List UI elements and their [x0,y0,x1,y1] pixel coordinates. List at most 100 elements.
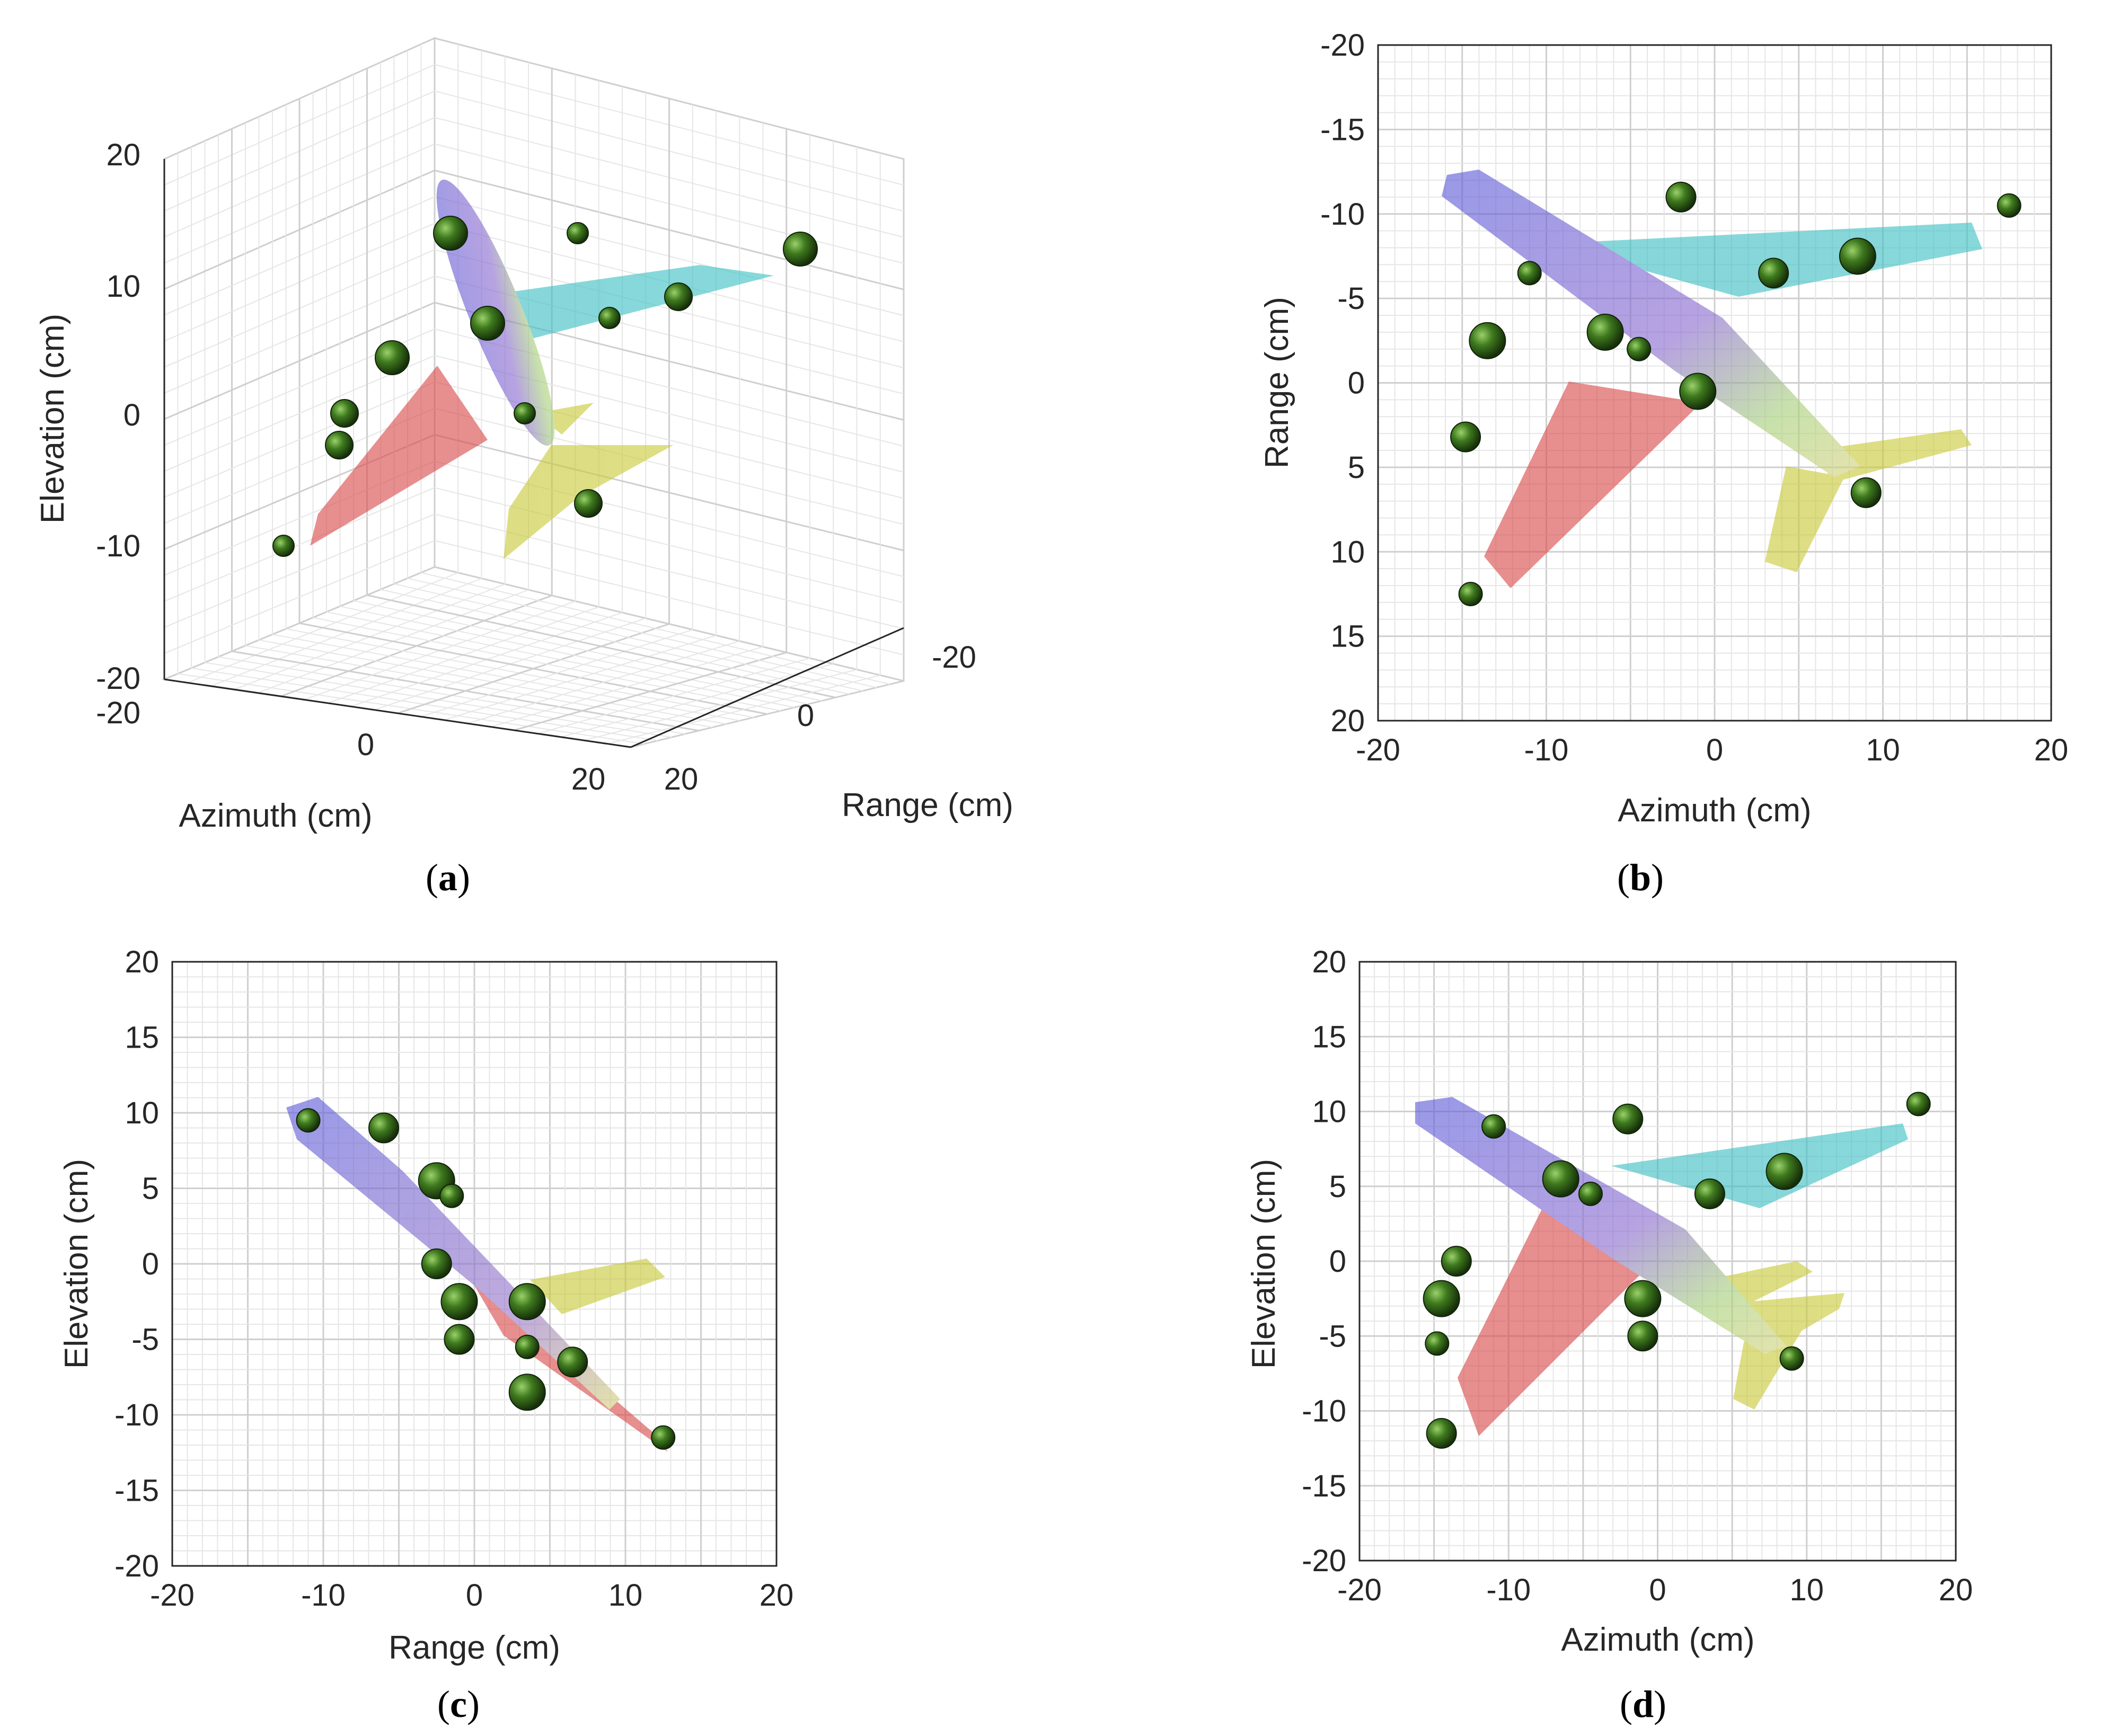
scatterer-point [1469,322,1506,359]
panel-d-ytick: 10 [1312,1095,1346,1129]
panel-a-xtick: 20 [571,762,606,796]
panel-a-ylabel: Range (cm) [842,787,1013,823]
panel-c-ytick: -20 [114,1549,159,1583]
scatterer-point [651,1425,676,1450]
panel-b-ytick: 10 [1330,535,1365,569]
panel-b-left-wing [1484,382,1701,588]
gridline-3d [326,611,795,708]
scatterer-point [1694,1178,1725,1209]
scatterer-point [1517,261,1542,286]
scatterer-point [368,1112,399,1144]
panel-c-ytick: 15 [125,1021,159,1055]
panel-d-xtick: -10 [1486,1573,1531,1607]
scatterer-point [1765,1153,1803,1190]
panel-d-xtick: 20 [1939,1573,1973,1607]
scatterer-point [470,306,505,341]
scatterer-point [1624,1280,1662,1317]
scatterer-point [1441,1246,1472,1277]
panel-c-caption: (c) [437,1683,480,1725]
gridline-3d [313,617,781,712]
panel-a: 20 10 0 -10 -20 -20 0 20 -20 0 20 Elevat… [34,37,1013,899]
panel-b-airplane [1442,170,1982,588]
scatterer-point [1627,336,1652,361]
gridline-3d [607,675,880,745]
scatterer-point [375,340,410,375]
panel-c-scatterers [296,1108,676,1450]
scatterer-point [664,282,693,311]
panel-d-ytick: 5 [1329,1170,1346,1204]
panel-c-ytick: 5 [142,1172,159,1206]
scatterer-point [1423,1280,1460,1317]
panel-a-right-wing [477,265,774,339]
panel-b-frame [1377,44,2052,722]
panel-b-xtick: 0 [1706,733,1723,767]
scatterer-point [1779,1346,1804,1371]
panel-a-ztick: 0 [123,398,140,432]
panel-c-ytick: -15 [114,1474,159,1508]
gridline-3d [421,572,890,685]
panel-a-ytick: 20 [664,762,699,796]
scatterer-point [1850,477,1882,508]
panel-c-grid [171,961,778,1567]
scatterer-point [1906,1092,1931,1117]
panel-d-ytick: -10 [1302,1394,1346,1429]
gridline-3d [434,434,904,552]
scatterer-point [508,1283,546,1321]
panel-a-xtick: -20 [96,696,140,730]
scatterer-point [444,1324,475,1355]
panel-c-xlabel: Range (cm) [389,1629,560,1666]
panel-d-left-wing [1458,1198,1654,1436]
panel-a-scatterers [272,216,818,557]
panel-d-ticks: -20 -10 0 10 20 20 15 10 5 0 -5 -10 -15 -20 [1302,945,1973,1607]
panel-d-ytick: -20 [1302,1544,1346,1578]
gridline-3d [467,640,740,724]
panel-d-caption: (d) [1620,1683,1666,1725]
scatterer-point [515,1334,540,1359]
gridline-3d [490,646,763,728]
panel-b-tail-left [1765,466,1844,572]
panel-b-ytick: 20 [1330,704,1365,738]
gridline-3d [514,651,787,731]
panel-a-caption: (a) [426,856,470,899]
panel-b-right-wing [1548,223,1982,297]
scatterer-point [296,1108,321,1133]
panel-d-ytick: -15 [1302,1469,1346,1503]
panel-c-ytick: 10 [125,1096,159,1130]
panel-c-xtick: 10 [608,1578,643,1613]
panel-b-ytick: 5 [1348,450,1365,485]
panel-d: -20 -10 0 10 20 20 15 10 5 0 -5 -10 -15 -20 Elevation… [1246,945,1973,1725]
panel-d-ylabel: Elevation (cm) [1246,1159,1282,1369]
panel-d-xtick: 0 [1649,1573,1666,1607]
scatterer-point [1665,181,1697,212]
panel-c-xtick: -20 [150,1578,195,1613]
panel-a-tail [504,445,673,559]
panel-d-xlabel: Azimuth (cm) [1561,1622,1754,1658]
gridline-3d [397,623,669,714]
panel-d-scatterers [1423,1092,1931,1449]
scatterer-point [330,399,359,428]
scatterer-point [567,222,589,244]
scatterer-point [1458,581,1483,606]
gridline-3d [434,540,904,656]
panel-a-grid [161,37,905,748]
panel-b-scatterers [1450,181,2021,606]
panel-d-right-wing [1611,1123,1908,1208]
scatterer-point [783,232,818,267]
panel-b-xtick: 10 [1866,733,1900,767]
panel-b-xtick: -20 [1356,733,1400,767]
panel-c-ytick: -5 [131,1323,159,1357]
panel-c-ytick: 0 [142,1247,159,1281]
gridline-3d [434,460,904,577]
panel-b-ylabel: Range (cm) [1259,297,1295,468]
panel-d-ytick: 20 [1312,945,1346,979]
panel-d-ytick: 15 [1312,1020,1346,1054]
gridline-3d [164,540,435,654]
panel-b-caption: (b) [1617,856,1664,899]
scatterer-point [1839,237,1876,275]
scatterer-point [1426,1418,1457,1449]
gridline-3d [407,578,877,688]
panel-b-ytick: 15 [1330,619,1365,654]
panel-b-xtick: 20 [2034,733,2069,767]
